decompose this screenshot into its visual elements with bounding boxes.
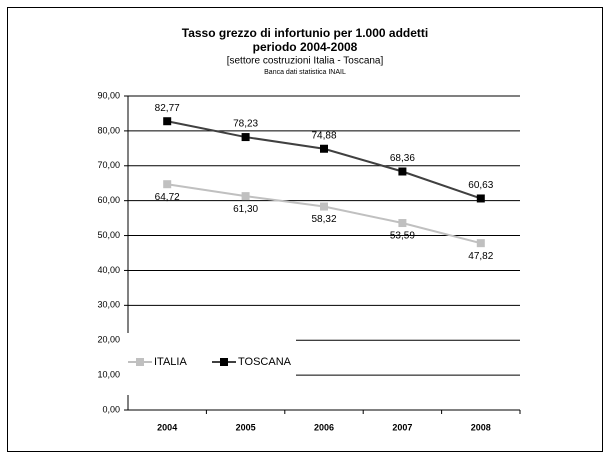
y-tick-label: 40,00 bbox=[97, 265, 120, 275]
marker bbox=[398, 167, 407, 176]
legend-marker bbox=[136, 358, 144, 366]
data-label: 78,23 bbox=[233, 119, 258, 130]
legend-marker bbox=[220, 358, 228, 366]
y-tick-label: 80,00 bbox=[97, 125, 120, 135]
y-tick-label: 60,00 bbox=[97, 195, 120, 205]
data-label: 68,36 bbox=[390, 153, 415, 164]
marker bbox=[476, 239, 485, 248]
chart-subtitle: [settore costruzioni Italia - Toscana] bbox=[227, 56, 384, 67]
marker bbox=[163, 117, 172, 126]
data-label: 53,59 bbox=[390, 231, 415, 242]
chart-subtitle: periodo 2004-2008 bbox=[253, 40, 358, 54]
marker bbox=[320, 144, 328, 153]
y-tick-label: 20,00 bbox=[97, 335, 120, 345]
marker bbox=[476, 194, 485, 203]
data-label: 61,30 bbox=[233, 204, 258, 215]
source: Banca dati statistica INAIL bbox=[264, 69, 346, 76]
data-label: 58,32 bbox=[311, 214, 336, 225]
legend-label: ITALIA bbox=[154, 356, 187, 368]
x-tick-label: 2004 bbox=[157, 422, 177, 432]
y-tick-label: 50,00 bbox=[97, 230, 120, 240]
y-tick-label: 70,00 bbox=[97, 160, 120, 170]
y-tick-label: 10,00 bbox=[97, 369, 120, 379]
marker bbox=[398, 219, 407, 228]
data-label: 47,82 bbox=[468, 251, 493, 262]
y-tick-label: 30,00 bbox=[97, 300, 120, 310]
marker bbox=[241, 133, 250, 142]
marker bbox=[320, 202, 328, 211]
x-tick-label: 2006 bbox=[314, 422, 334, 432]
data-label: 74,88 bbox=[311, 130, 336, 141]
marker bbox=[241, 192, 250, 201]
x-tick-label: 2005 bbox=[236, 422, 256, 432]
data-label: 64,72 bbox=[155, 192, 180, 203]
y-tick-label: 90,00 bbox=[97, 90, 120, 100]
x-tick-label: 2008 bbox=[471, 422, 491, 432]
data-label: 82,77 bbox=[155, 103, 180, 114]
data-label: 60,63 bbox=[468, 180, 493, 191]
marker bbox=[163, 180, 172, 189]
y-tick-label: 0,00 bbox=[102, 404, 120, 414]
chart-title: Tasso grezzo di infortunio per 1.000 add… bbox=[182, 26, 428, 40]
frame bbox=[7, 7, 603, 452]
legend bbox=[121, 333, 296, 395]
legend-label: TOSCANA bbox=[238, 356, 292, 368]
x-tick-label: 2007 bbox=[392, 422, 412, 432]
